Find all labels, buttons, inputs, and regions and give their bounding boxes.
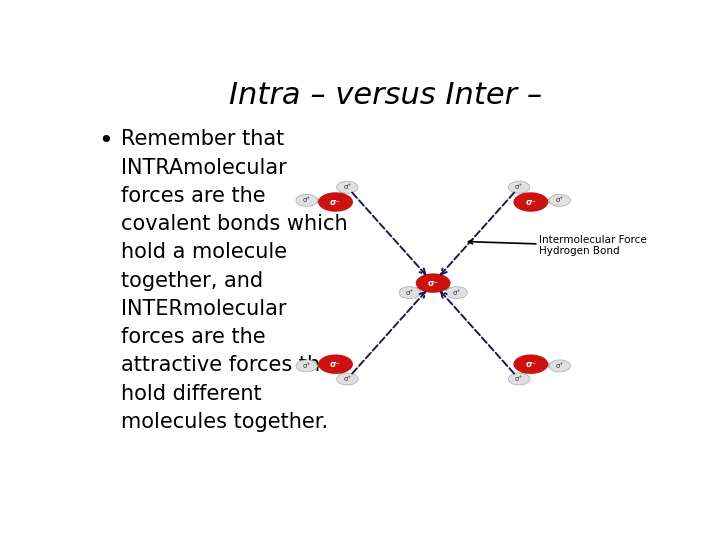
Text: σ⁻: σ⁻	[428, 279, 438, 288]
Ellipse shape	[513, 192, 548, 212]
Text: INTRAmolecular: INTRAmolecular	[121, 158, 287, 178]
Text: σ⁺: σ⁺	[515, 184, 523, 190]
Ellipse shape	[415, 273, 451, 293]
Text: σ⁺: σ⁺	[453, 289, 461, 295]
Ellipse shape	[318, 192, 353, 212]
Text: forces are the: forces are the	[121, 186, 265, 206]
Text: σ⁻: σ⁻	[330, 198, 341, 206]
Ellipse shape	[296, 360, 318, 372]
Text: forces are the: forces are the	[121, 327, 265, 347]
Ellipse shape	[508, 181, 530, 193]
Text: attractive forces that: attractive forces that	[121, 355, 341, 375]
Ellipse shape	[296, 194, 318, 206]
Text: σ⁺: σ⁺	[556, 197, 564, 204]
Text: σ⁺: σ⁺	[343, 376, 351, 382]
Ellipse shape	[549, 360, 570, 372]
Text: INTERmolecular: INTERmolecular	[121, 299, 286, 319]
Text: covalent bonds which: covalent bonds which	[121, 214, 347, 234]
Text: •: •	[99, 129, 113, 153]
Text: σ⁻: σ⁻	[526, 198, 536, 206]
Text: together, and: together, and	[121, 271, 263, 291]
Ellipse shape	[508, 373, 530, 385]
Text: σ⁺: σ⁺	[343, 184, 351, 190]
Text: σ⁺: σ⁺	[302, 363, 311, 369]
Text: hold a molecule: hold a molecule	[121, 242, 287, 262]
Ellipse shape	[549, 194, 570, 206]
Ellipse shape	[446, 287, 467, 299]
Ellipse shape	[318, 354, 353, 374]
Text: σ⁺: σ⁺	[556, 363, 564, 369]
Text: σ⁺: σ⁺	[302, 197, 311, 204]
Ellipse shape	[336, 181, 358, 193]
Text: Intermolecular Force
Hydrogen Bond: Intermolecular Force Hydrogen Bond	[469, 235, 647, 256]
Text: σ⁺: σ⁺	[515, 376, 523, 382]
Ellipse shape	[513, 354, 548, 374]
Text: σ⁻: σ⁻	[526, 360, 536, 369]
Ellipse shape	[336, 373, 358, 385]
Text: hold different: hold different	[121, 384, 261, 404]
Text: Intra – versus Inter –: Intra – versus Inter –	[229, 82, 542, 111]
Text: σ⁻: σ⁻	[330, 360, 341, 369]
Text: molecules together.: molecules together.	[121, 412, 328, 432]
Text: σ⁺: σ⁺	[405, 289, 414, 295]
Text: Remember that: Remember that	[121, 129, 284, 149]
Ellipse shape	[399, 287, 420, 299]
